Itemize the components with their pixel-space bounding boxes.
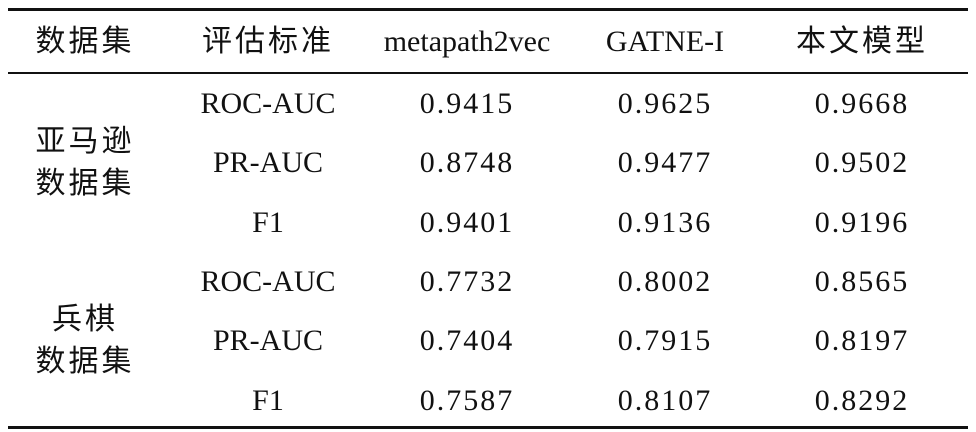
metric-cell: ROC-AUC <box>200 87 336 120</box>
header-cell: GATNE-I <box>605 25 725 58</box>
value-cell: 0.9415 <box>419 87 515 120</box>
value-cell: 0.9477 <box>617 146 713 180</box>
value-cell: 0.8565 <box>814 264 910 298</box>
group-label-line: 兵棋 <box>52 303 118 337</box>
value-cell: 0.9625 <box>617 87 713 120</box>
value-cell: 0.7915 <box>617 324 713 358</box>
group-label: 兵棋 数据集 <box>36 299 135 383</box>
value-cell: 0.7732 <box>419 264 515 298</box>
value-cell: 0.9196 <box>814 205 910 239</box>
metric-cell: PR-AUC <box>212 146 324 180</box>
metric-cell: F1 <box>252 383 284 417</box>
value-cell: 0.8107 <box>617 383 713 417</box>
value-cell: 0.9401 <box>419 205 515 239</box>
value-cell: 0.8292 <box>814 383 910 417</box>
value-cell: 0.9502 <box>814 146 910 180</box>
value-cell: 0.7404 <box>419 324 515 358</box>
header-cell: metapath2vec <box>383 25 551 58</box>
group-label-line: 数据集 <box>35 167 135 201</box>
value-cell: 0.9668 <box>814 87 910 120</box>
header-rule <box>8 72 968 74</box>
value-cell: 0.7587 <box>419 383 515 417</box>
metric-cell: F1 <box>252 205 284 239</box>
value-cell: 0.9136 <box>617 205 713 239</box>
header-cell: 数据集 <box>35 25 135 58</box>
group-label: 亚马逊 数据集 <box>36 121 135 205</box>
value-cell: 0.8197 <box>814 324 910 358</box>
group-label-line: 亚马逊 <box>35 125 135 159</box>
value-cell: 0.8002 <box>617 264 713 298</box>
value-cell: 0.8748 <box>419 146 515 180</box>
header-cell: 本文模型 <box>796 25 928 58</box>
group-label-line: 数据集 <box>35 345 135 379</box>
metric-cell: ROC-AUC <box>200 264 336 298</box>
header-cell: 评估标准 <box>202 25 334 58</box>
metric-cell: PR-AUC <box>212 324 324 358</box>
top-rule <box>8 8 968 11</box>
bottom-rule <box>8 426 968 429</box>
